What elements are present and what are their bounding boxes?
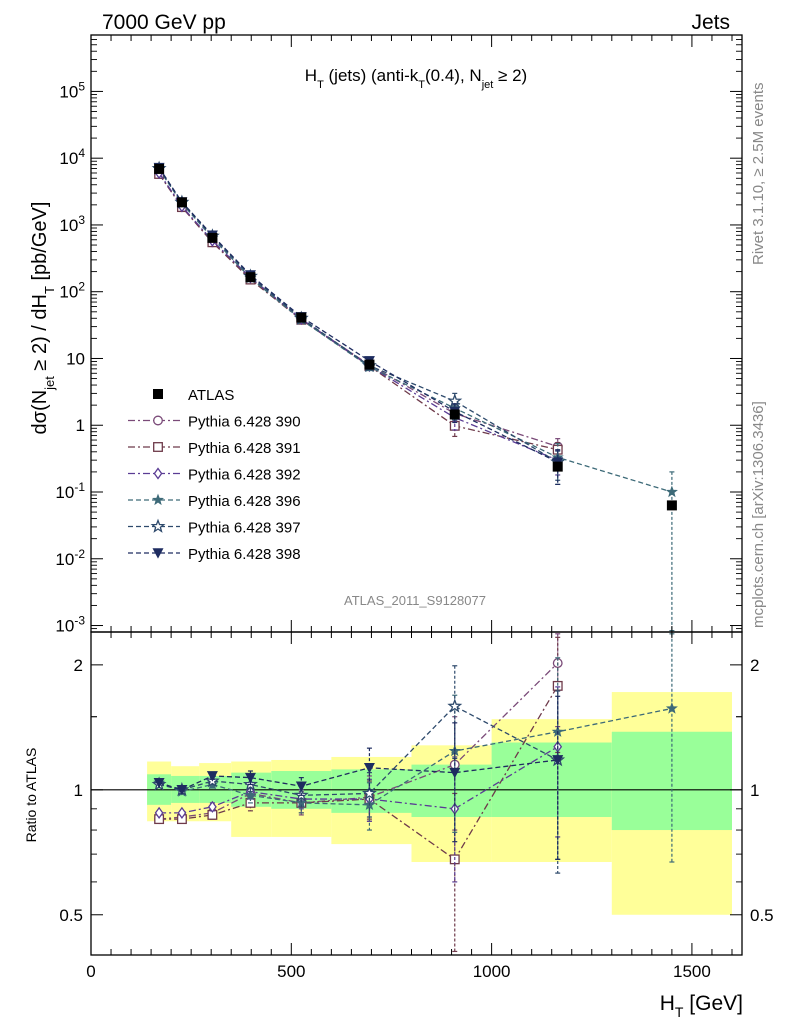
main-series-point	[665, 485, 678, 498]
legend: ATLAS Pythia 6.428 390 Pythia 6.428 391 Pyt…	[128, 387, 301, 563]
ratio-series-c398	[153, 695, 564, 860]
legend-marker	[151, 493, 165, 506]
main-y-tick-label: 10-2	[55, 547, 85, 569]
atlas-data-point	[552, 461, 563, 472]
x-tick-label: 0	[86, 962, 95, 981]
main-y-tick-label: 102	[59, 280, 85, 302]
main-plot-frame	[90, 34, 743, 633]
ratio-y-tick-label-right: 0.5	[750, 906, 774, 925]
legend-item-c396: Pythia 6.428 396	[128, 493, 301, 510]
ratio-series-point	[295, 781, 307, 792]
legend-marker	[150, 518, 166, 533]
legend-item-c392: Pythia 6.428 392	[128, 467, 301, 484]
legend-item-c390: Pythia 6.428 390	[128, 414, 301, 431]
legend-label: Pythia 6.428 391	[188, 440, 301, 457]
main-y-axis-label: dσ(Njet ≥ 2) / dHT [pb/GeV]	[29, 202, 57, 435]
main-series-line	[158, 167, 559, 463]
ratio-series-point	[207, 800, 217, 813]
main-plot-layer	[151, 160, 678, 632]
atlas-data-point	[207, 232, 218, 243]
legend-item-atlas: ATLAS	[153, 387, 234, 404]
legend-item-c397: Pythia 6.428 397	[128, 518, 301, 537]
ratio-series-point	[244, 772, 256, 784]
ratio-y-tick-label-right: 1	[750, 781, 759, 800]
ratio-y-tick-label-left: 0.5	[59, 906, 83, 925]
legend-marker	[153, 467, 163, 480]
main-y-tick-label: 103	[59, 213, 85, 235]
ratio-series-point	[361, 785, 377, 800]
ratio-series-line	[159, 662, 559, 820]
ratio-y-tick-label-left: 2	[74, 656, 83, 675]
atlas-data-point	[154, 163, 165, 174]
ratio-y-axis-label: Ratio to ATLAS	[23, 748, 39, 843]
main-y-tick-label: 10-3	[55, 614, 85, 636]
atlas-data-point	[296, 312, 307, 323]
ratio-y-tick-label-left: 1	[74, 781, 83, 800]
x-tick-label: 1500	[673, 962, 711, 981]
ratio-series-point	[176, 785, 188, 796]
ratio-series-point	[154, 806, 164, 819]
legend-marker-atlas	[153, 389, 163, 399]
ratio-uncertainty-bands	[91, 692, 742, 915]
mcplots-label: mcplots.cern.ch [arXiv:1306.3436]	[750, 401, 767, 628]
ratio-series-point	[177, 806, 187, 819]
ratio-series-point	[153, 777, 165, 789]
header-left-label: 7000 GeV pp	[102, 11, 226, 34]
atlas-data-point	[245, 272, 256, 283]
ratio-series-point	[363, 762, 375, 774]
ratio-series-point	[665, 702, 678, 714]
ratio-y-tick-label-right: 2	[750, 656, 759, 675]
ratio-series-c392	[154, 686, 563, 883]
legend-label-atlas: ATLAS	[188, 387, 234, 404]
header-right-label: Jets	[691, 11, 730, 34]
ratio-plot-frame	[90, 631, 743, 956]
main-y-tick-label: 104	[59, 146, 85, 168]
ratio-band-inner-7	[491, 742, 612, 818]
main-series-line	[158, 173, 558, 448]
main-series-line	[158, 172, 558, 461]
ratio-series-line	[159, 746, 559, 814]
main-y-tick-label: 10	[66, 349, 85, 368]
legend-marker	[153, 415, 163, 426]
main-y-tick-label: 1	[76, 416, 85, 435]
rivet-version-label: Rivet 3.1.10, ≥ 2.5M events	[750, 83, 767, 266]
atlas-data-point	[364, 359, 375, 370]
ratio-series-point	[552, 755, 564, 766]
ratio-series-point	[449, 767, 461, 779]
legend-label: Pythia 6.428 398	[188, 546, 301, 563]
atlas-data	[154, 163, 677, 511]
main-series-line	[158, 173, 558, 451]
main-plot-title: HT (jets) (anti-kT(0.4), Njet ≥ 2)	[305, 66, 527, 91]
x-axis-label: HT [GeV]	[660, 992, 743, 1020]
legend-label: Pythia 6.428 397	[188, 520, 301, 537]
main-series-c397	[151, 160, 566, 481]
x-tick-label: 1000	[473, 962, 511, 981]
atlas-data-point	[666, 500, 677, 511]
legend-label: Pythia 6.428 390	[188, 414, 301, 431]
axes-layer: 10-3 10-2 10-1 1 10 102 103 104 105 0 500 1000 1500 0…	[55, 34, 774, 981]
ratio-series-point	[206, 771, 218, 782]
legend-item-c398: Pythia 6.428 398	[128, 546, 301, 563]
atlas-data-point	[449, 409, 460, 420]
legend-marker	[153, 442, 163, 452]
legend-label: Pythia 6.428 396	[188, 493, 301, 510]
main-y-tick-label: 105	[59, 79, 85, 101]
main-y-tick-label: 10-1	[55, 480, 85, 502]
ratio-plot-layer	[151, 633, 678, 953]
ratio-series-point	[447, 698, 463, 713]
legend-label: Pythia 6.428 392	[188, 467, 301, 484]
atlas-data-point	[176, 197, 187, 208]
ratio-series-line	[158, 759, 558, 791]
x-tick-label: 500	[277, 962, 305, 981]
legend-marker	[152, 548, 164, 559]
ratio-series-point	[244, 788, 257, 801]
analysis-id-label: ATLAS_2011_S9128077	[344, 593, 486, 608]
legend-item-c391: Pythia 6.428 391	[128, 440, 301, 457]
